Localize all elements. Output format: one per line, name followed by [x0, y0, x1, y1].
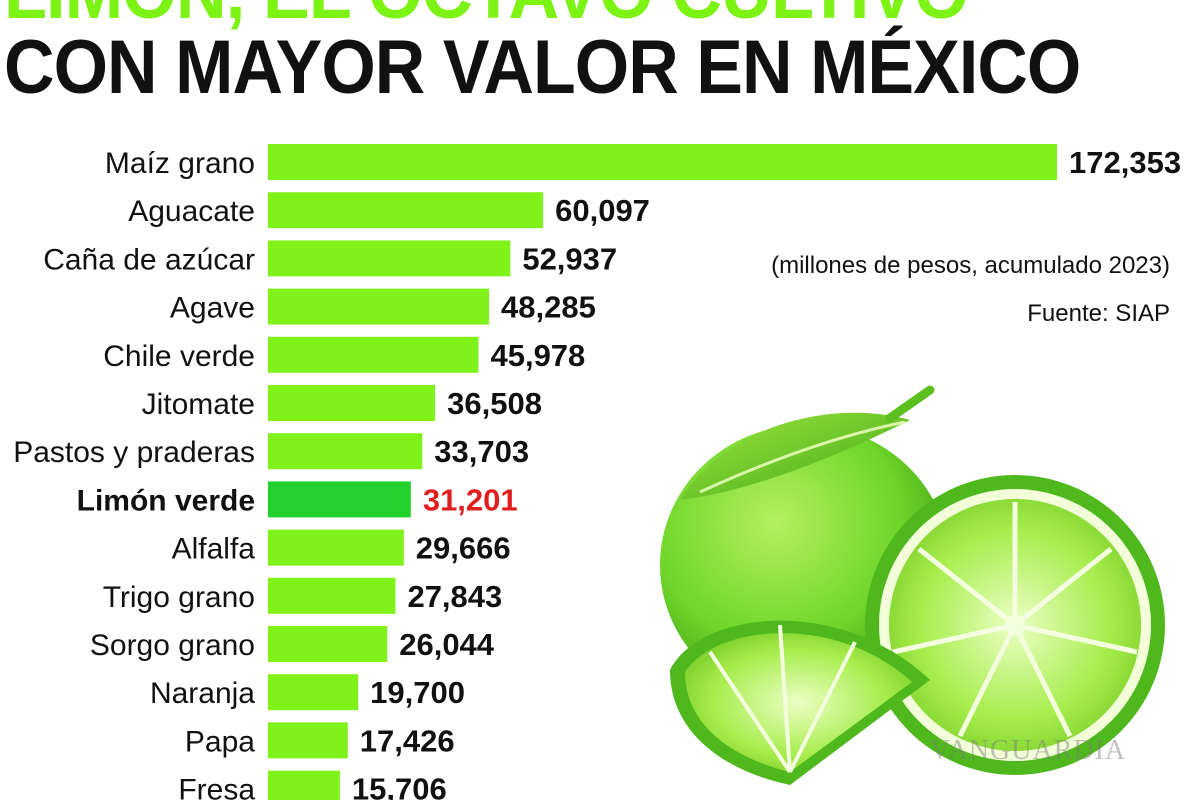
chart-source: Fuente: SIAP: [1027, 300, 1170, 327]
category-label: Trigo grano: [103, 581, 255, 614]
category-label: Agave: [170, 292, 255, 325]
value-label: 29,666: [416, 531, 511, 566]
value-label: 15,706: [352, 772, 447, 800]
bars-layer: Maíz grano 172,353 Aguacate 60,097 Caña de a…: [13, 144, 1181, 800]
value-label: 19,700: [370, 675, 465, 710]
bar: [268, 626, 388, 662]
bar: [268, 529, 404, 566]
bar: [268, 336, 479, 373]
lime-illustration: [660, 385, 1165, 785]
bar: [268, 288, 490, 325]
category-label: Sorgo grano: [90, 629, 255, 662]
category-label: Papa: [185, 725, 255, 758]
chart-title-line-1: LIMÓN, EL OCTAVO CULTIVO: [4, 0, 969, 30]
category-label: Limón verde: [77, 484, 255, 517]
category-label: Naranja: [150, 677, 255, 710]
value-label: 17,426: [360, 723, 455, 758]
category-label: Jitomate: [142, 388, 255, 421]
bar: [268, 144, 1057, 180]
chart-title-line-2: CON MAYOR VALOR EN MÉXICO: [4, 25, 1081, 110]
bar: [268, 674, 359, 711]
category-label: Fresa: [178, 774, 255, 800]
value-label: 48,285: [501, 290, 596, 325]
bar: [268, 577, 396, 614]
category-label: Caña de azúcar: [43, 243, 255, 276]
bar: [268, 481, 411, 518]
value-label: 172,353: [1069, 145, 1181, 180]
bar: [268, 770, 340, 800]
bar: [268, 722, 348, 759]
category-label: Maíz grano: [105, 147, 255, 180]
value-label: 31,201: [423, 482, 518, 517]
category-label: Alfalfa: [172, 533, 256, 566]
bar: [268, 385, 436, 421]
value-label: 45,978: [490, 338, 585, 373]
category-label: Aguacate: [128, 195, 255, 228]
category-label: Pastos y praderas: [13, 436, 255, 469]
watermark-logo: VANGUARDIA: [930, 735, 1127, 766]
chart-units-note: (millones de pesos, acumulado 2023): [771, 252, 1170, 279]
category-label: Chile verde: [103, 340, 255, 373]
value-label: 33,703: [434, 434, 529, 469]
bar: [268, 240, 511, 277]
value-label: 52,937: [522, 241, 617, 276]
value-label: 36,508: [447, 386, 542, 421]
value-label: 27,843: [407, 579, 502, 614]
value-label: 60,097: [555, 193, 650, 228]
bar: [268, 192, 544, 229]
value-label: 26,044: [399, 627, 495, 662]
bar: [268, 433, 423, 470]
